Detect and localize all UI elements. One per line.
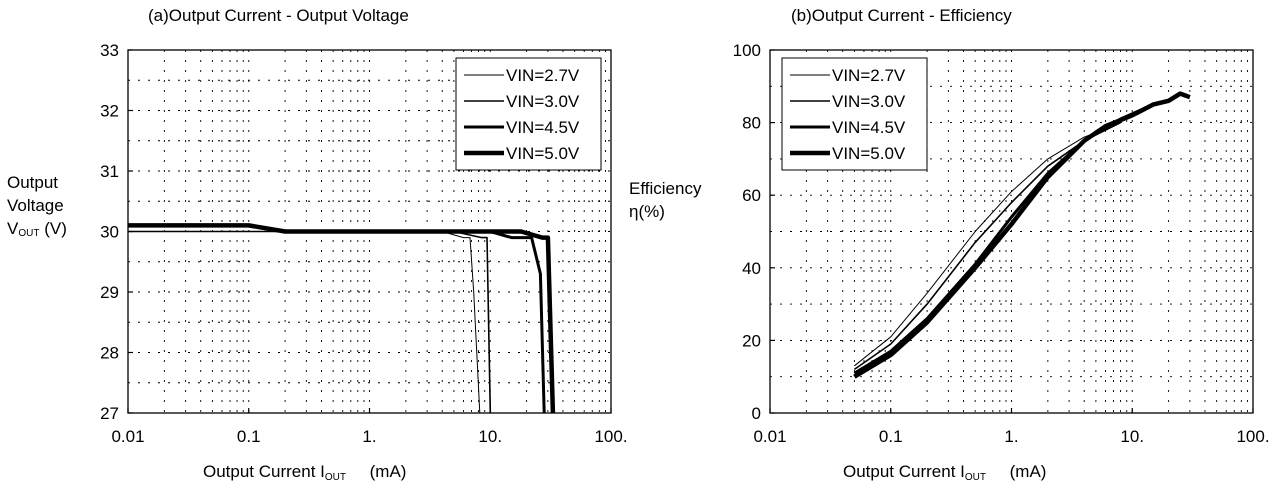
chart-b-ylabel-line1: Efficiency: [629, 179, 702, 198]
chart-a-series-vin-4-5v: [128, 223, 546, 413]
chart-b-xtick-label: 0.1: [879, 427, 903, 446]
chart-a-legend: VIN=2.7V VIN=3.0V VIN=4.5V VIN=5.0V: [455, 57, 602, 171]
chart-b-xlabel-unit: (mA): [1009, 462, 1047, 481]
chart-b-plot: 0.01 0.1 1. 10. 100.020406080100VIN=2.7VVIN=…: [733, 41, 1270, 446]
chart-a-ytick-label: 29: [100, 283, 119, 302]
chart-b-ytick-label: 40: [742, 259, 761, 278]
chart-b-legend-label: VIN=4.5V: [832, 118, 906, 137]
chart-b-ylabel: Efficiency η(%): [629, 177, 701, 223]
chart-a-ylabel: Output Voltage VOUT (V): [7, 171, 67, 245]
chart-b-xlabel: Output Current IOUT (mA): [843, 462, 1046, 483]
chart-a-ytick-label: 28: [100, 344, 119, 363]
chart-b-legend: VIN=2.7V VIN=3.0V VIN=4.5V VIN=5.0V: [781, 57, 928, 171]
chart-a-ylabel-sym: V: [7, 219, 19, 238]
chart-a-ytick-label: 33: [100, 41, 119, 60]
chart-a-ytick-label: 32: [100, 102, 119, 121]
chart-a-legend-label: VIN=2.7V: [506, 66, 580, 85]
chart-a-ylabel-line1: Output: [7, 173, 59, 192]
chart-a-ytick-label: 30: [100, 223, 119, 242]
chart-a-ylabel-line3: VOUT (V): [7, 217, 67, 245]
chart-a-xlabel-unit: (mA): [369, 462, 407, 481]
chart-b-series-vin-5-0v: [853, 91, 1191, 379]
chart-a-plot: 0.01 0.1 1. 10. 100.27282930313233VIN=2.7VVI…: [100, 41, 627, 446]
chart-a-xlabel-text: Output Current I: [203, 462, 325, 481]
chart-b-ytick-label: 60: [742, 186, 761, 205]
chart-a-ylabel-sub: OUT: [18, 228, 40, 239]
chart-a-xlabel: Output Current IOUT (mA): [203, 462, 406, 483]
chart-a-legend-label: VIN=4.5V: [506, 118, 580, 137]
chart-b-xtick-label: 0.01: [753, 427, 786, 446]
chart-b-ytick-label: 80: [742, 114, 761, 133]
chart-a-ylabel-unit: (V): [44, 219, 67, 238]
chart-b-xtick-label: 10.: [1120, 427, 1144, 446]
chart-b-xtick-label: 100.: [1236, 427, 1269, 446]
chart-a-xtick-label: 0.01: [111, 427, 144, 446]
chart-b-xtick-label: 1.: [1004, 427, 1018, 446]
chart-b-title: (b)Output Current - Efficiency: [791, 6, 1012, 25]
chart-a-ylabel-line2: Voltage: [7, 196, 64, 215]
chart-b-ytick-label: 100: [733, 41, 761, 60]
chart-a-title: (a)Output Current - Output Voltage: [148, 6, 409, 25]
chart-b-legend-label: VIN=3.0V: [832, 92, 906, 111]
chart-a-series-vin-2-7v: [128, 231, 481, 413]
chart-b-legend-label: VIN=5.0V: [832, 144, 906, 163]
chart-b-ylabel-line2: η(%): [629, 202, 665, 221]
chart-a-legend-label: VIN=3.0V: [506, 92, 580, 111]
chart-b-legend-label: VIN=2.7V: [832, 66, 906, 85]
chart-b-ytick-label: 20: [742, 331, 761, 350]
chart-a-xtick-label: 100.: [594, 427, 627, 446]
chart-b-xlabel-text: Output Current I: [843, 462, 965, 481]
chart-a-ytick-label: 31: [100, 162, 119, 181]
chart-b-ytick-label: 0: [752, 404, 761, 423]
chart-b-xlabel-sub: OUT: [964, 472, 986, 483]
chart-a-series-vin-5-0v: [128, 223, 556, 413]
chart-a-xlabel-sub: OUT: [324, 472, 346, 483]
chart-a-xtick-label: 10.: [478, 427, 502, 446]
chart-a-xtick-label: 1.: [362, 427, 376, 446]
chart-b-series-vin-2-7v: [854, 125, 1114, 367]
chart-a-legend-label: VIN=5.0V: [506, 144, 580, 163]
chart-a-ytick-label: 27: [100, 404, 119, 423]
chart-a-xtick-label: 0.1: [237, 427, 261, 446]
